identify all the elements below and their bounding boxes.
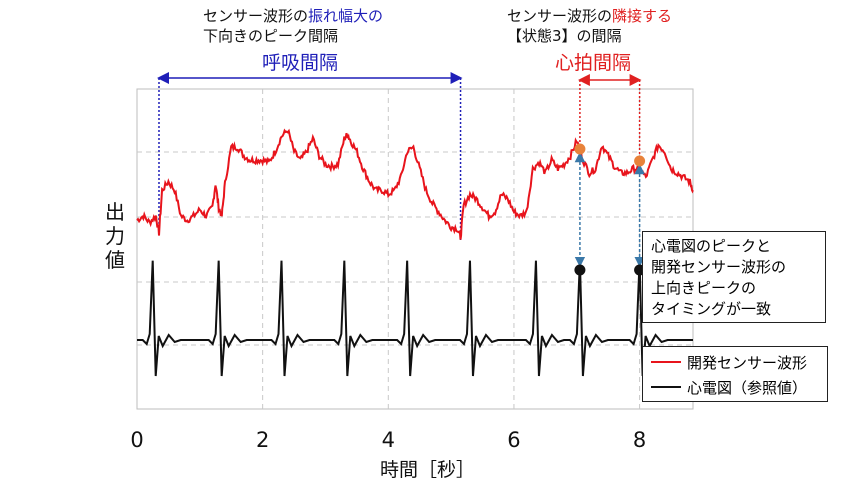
- respiration-interval-label: 呼吸間隔: [262, 52, 339, 74]
- callout-line1: 心電図のピークと: [651, 237, 772, 255]
- legend-item-sensor: 開発センサー波形: [651, 351, 807, 373]
- interval-guides: [156, 72, 642, 242]
- respiration-annotation-line2: 下向きのピーク間隔: [203, 27, 339, 45]
- sensor-waveform-line: [136, 128, 694, 240]
- x-tick-label: 0: [130, 428, 144, 452]
- legend: 開発センサー波形 心電図（参照値）: [642, 346, 828, 402]
- peak-markers: [574, 143, 646, 276]
- ecg-peak-marker: [574, 264, 586, 276]
- ecg-waveform-line: [137, 260, 693, 377]
- callout-line3: 上向きピークの: [651, 279, 757, 297]
- heartbeat-annotation: センサー波形の隣接する 【状態3】の間隔: [507, 6, 672, 46]
- legend-item-ecg: 心電図（参照値）: [651, 376, 807, 398]
- x-tick-label: 4: [381, 428, 395, 452]
- sensor-peak-marker: [634, 155, 646, 167]
- heartbeat-annotation-line1-highlight: 隣接する: [612, 7, 673, 25]
- x-tick-label: 2: [255, 428, 270, 452]
- legend-swatch-sensor: [651, 361, 681, 363]
- legend-label-sensor: 開発センサー波形: [687, 353, 808, 372]
- legend-label-ecg: 心電図（参照値）: [687, 378, 808, 397]
- heartbeat-interval-label: 心拍間隔: [555, 52, 632, 74]
- timing-callout: 心電図のピークと 開発センサー波形の 上向きピークの タイミングが一致: [642, 231, 826, 323]
- callout-line2: 開発センサー波形の: [651, 258, 787, 276]
- x-tick-label: 8: [632, 428, 647, 452]
- sensor-peak-marker: [574, 143, 586, 155]
- respiration-annotation-line1-prefix: センサー波形の: [203, 7, 309, 25]
- callout-line4: タイミングが一致: [651, 300, 772, 318]
- x-axis-label: 時間［秒］: [380, 459, 476, 481]
- heartbeat-annotation-line1-prefix: センサー波形の: [507, 7, 613, 25]
- respiration-annotation-line1-highlight: 振れ幅大の: [308, 7, 384, 25]
- legend-swatch-ecg: [651, 386, 681, 388]
- heartbeat-annotation-line2: 【状態3】の間隔: [507, 27, 622, 45]
- respiration-annotation: センサー波形の振れ幅大の 下向きのピーク間隔: [203, 6, 383, 46]
- x-tick-label: 6: [507, 428, 521, 452]
- y-axis-label: 出力値: [105, 200, 125, 272]
